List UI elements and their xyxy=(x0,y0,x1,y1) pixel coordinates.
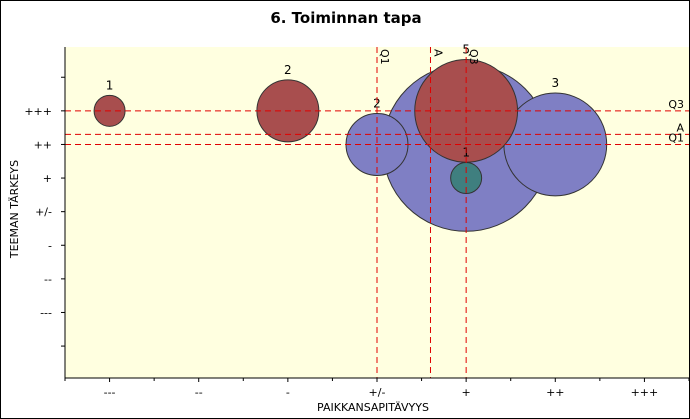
chart-title: 6. Toiminnan tapa xyxy=(270,9,421,27)
vertical-ref-label-a: A xyxy=(431,49,444,57)
y-tick-label: + xyxy=(43,172,52,185)
x-tick-label: +/- xyxy=(369,386,386,399)
y-tick-label: --- xyxy=(40,306,52,319)
y-tick-label: - xyxy=(48,239,52,252)
y-tick-label: ++ xyxy=(34,138,52,151)
y-axis-ticks: ------+/-++++++ xyxy=(24,76,65,347)
bubble-label-blue-2: 3 xyxy=(551,76,559,90)
bubble-label-red-1: 2 xyxy=(284,63,292,77)
x-tick-label: + xyxy=(462,386,471,399)
horizontal-ref-label-q1: Q1 xyxy=(668,131,684,144)
y-tick-label: +++ xyxy=(24,105,52,118)
x-tick-label: -- xyxy=(195,386,203,399)
x-tick-label: --- xyxy=(104,386,116,399)
bubble-label-red-0: 1 xyxy=(106,78,114,92)
x-axis-ticks: --- -- - +/- + ++ +++ xyxy=(64,378,689,399)
x-tick-label: - xyxy=(286,386,290,399)
y-tick-label: +/- xyxy=(35,206,52,219)
x-tick-label: +++ xyxy=(631,386,659,399)
x-tick-label: ++ xyxy=(546,386,564,399)
y-axis-label: TEEMAN TÄRKEYS xyxy=(8,160,21,259)
horizontal-ref-label-q3: Q3 xyxy=(668,98,684,111)
x-axis-label: PAIKKANSAPITÄVYYS xyxy=(317,401,429,414)
bubble-label-blue-1: 2 xyxy=(373,96,381,110)
vertical-ref-label-q3: Q3 xyxy=(467,49,480,65)
y-tick-label: -- xyxy=(44,273,52,286)
vertical-ref-label-q1: Q1 xyxy=(378,49,391,65)
horizontal-ref-label-a: A xyxy=(676,121,684,134)
